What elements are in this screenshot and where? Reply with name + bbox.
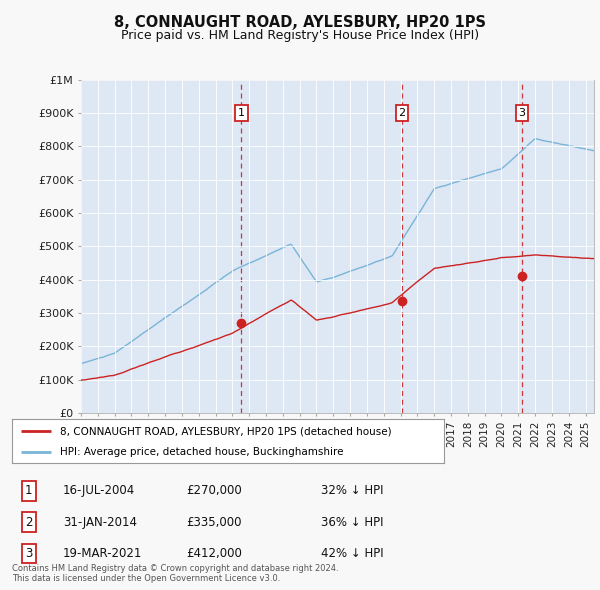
Text: 2: 2 bbox=[398, 108, 406, 118]
Text: 3: 3 bbox=[518, 108, 526, 118]
Text: 42% ↓ HPI: 42% ↓ HPI bbox=[321, 547, 383, 560]
Text: 2: 2 bbox=[25, 516, 32, 529]
Text: £412,000: £412,000 bbox=[186, 547, 242, 560]
Text: 16-JUL-2004: 16-JUL-2004 bbox=[63, 484, 135, 497]
Text: £270,000: £270,000 bbox=[186, 484, 242, 497]
Text: 31-JAN-2014: 31-JAN-2014 bbox=[63, 516, 137, 529]
Text: 36% ↓ HPI: 36% ↓ HPI bbox=[321, 516, 383, 529]
Text: £335,000: £335,000 bbox=[186, 516, 241, 529]
Text: 1: 1 bbox=[25, 484, 32, 497]
Text: 8, CONNAUGHT ROAD, AYLESBURY, HP20 1PS: 8, CONNAUGHT ROAD, AYLESBURY, HP20 1PS bbox=[114, 15, 486, 30]
Text: HPI: Average price, detached house, Buckinghamshire: HPI: Average price, detached house, Buck… bbox=[59, 447, 343, 457]
Text: 3: 3 bbox=[25, 547, 32, 560]
Text: 8, CONNAUGHT ROAD, AYLESBURY, HP20 1PS (detached house): 8, CONNAUGHT ROAD, AYLESBURY, HP20 1PS (… bbox=[59, 427, 391, 436]
Text: 32% ↓ HPI: 32% ↓ HPI bbox=[321, 484, 383, 497]
Text: 19-MAR-2021: 19-MAR-2021 bbox=[63, 547, 142, 560]
Text: 1: 1 bbox=[238, 108, 245, 118]
Text: Contains HM Land Registry data © Crown copyright and database right 2024.
This d: Contains HM Land Registry data © Crown c… bbox=[12, 563, 338, 583]
Text: Price paid vs. HM Land Registry's House Price Index (HPI): Price paid vs. HM Land Registry's House … bbox=[121, 29, 479, 42]
